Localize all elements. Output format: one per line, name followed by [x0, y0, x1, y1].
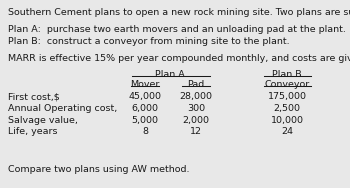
- Text: 8: 8: [142, 127, 148, 136]
- Text: 2,000: 2,000: [182, 116, 210, 125]
- Text: 45,000: 45,000: [129, 92, 162, 101]
- Text: 12: 12: [190, 127, 202, 136]
- Text: 28,000: 28,000: [180, 92, 212, 101]
- Text: 5,000: 5,000: [132, 116, 159, 125]
- Text: 300: 300: [187, 104, 205, 113]
- Text: Conveyor: Conveyor: [264, 80, 310, 89]
- Text: First cost,$: First cost,$: [8, 92, 60, 101]
- Text: Plan A: Plan A: [155, 70, 185, 79]
- Text: 6,000: 6,000: [132, 104, 159, 113]
- Text: Plan B: Plan B: [272, 70, 302, 79]
- Text: Annual Operating cost,: Annual Operating cost,: [8, 104, 117, 113]
- Text: Southern Cement plans to open a new rock mining site. Two plans are suggested.: Southern Cement plans to open a new rock…: [8, 8, 350, 17]
- Text: Life, years: Life, years: [8, 127, 57, 136]
- Text: Plan B:  construct a conveyor from mining site to the plant.: Plan B: construct a conveyor from mining…: [8, 37, 289, 46]
- Text: MARR is effective 15% per year compounded monthly, and costs are given:: MARR is effective 15% per year compounde…: [8, 54, 350, 63]
- Text: 175,000: 175,000: [267, 92, 307, 101]
- Text: 2,500: 2,500: [273, 104, 301, 113]
- Text: Mover: Mover: [131, 80, 160, 89]
- Text: 10,000: 10,000: [271, 116, 303, 125]
- Text: Compare two plans using AW method.: Compare two plans using AW method.: [8, 165, 189, 174]
- Text: Salvage value,: Salvage value,: [8, 116, 78, 125]
- Text: Plan A:  purchase two earth movers and an unloading pad at the plant.: Plan A: purchase two earth movers and an…: [8, 25, 345, 34]
- Text: Pad: Pad: [187, 80, 205, 89]
- Text: 24: 24: [281, 127, 293, 136]
